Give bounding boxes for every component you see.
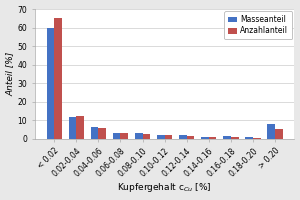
Bar xyxy=(98,128,106,139)
Bar xyxy=(142,134,150,139)
Bar xyxy=(135,133,142,139)
Bar xyxy=(157,135,165,139)
Bar xyxy=(253,138,261,139)
Bar xyxy=(179,135,187,139)
Bar xyxy=(165,135,172,139)
Bar xyxy=(187,136,194,139)
Bar xyxy=(223,136,231,139)
Bar xyxy=(209,137,216,139)
Bar xyxy=(267,124,275,139)
Bar xyxy=(113,133,121,139)
Bar xyxy=(275,129,283,139)
Y-axis label: Anteil [%]: Anteil [%] xyxy=(6,52,15,96)
Bar xyxy=(201,137,209,139)
Bar xyxy=(54,18,62,139)
Bar xyxy=(69,117,76,139)
Bar xyxy=(245,137,253,139)
Bar xyxy=(231,137,239,139)
Bar xyxy=(91,127,98,139)
Legend: Masseanteil, Anzahlanteil: Masseanteil, Anzahlanteil xyxy=(224,11,292,39)
X-axis label: Kupfergehalt c$_{Cu}$ [%]: Kupfergehalt c$_{Cu}$ [%] xyxy=(117,181,212,194)
Bar xyxy=(46,28,54,139)
Bar xyxy=(76,116,84,139)
Bar xyxy=(121,133,128,139)
